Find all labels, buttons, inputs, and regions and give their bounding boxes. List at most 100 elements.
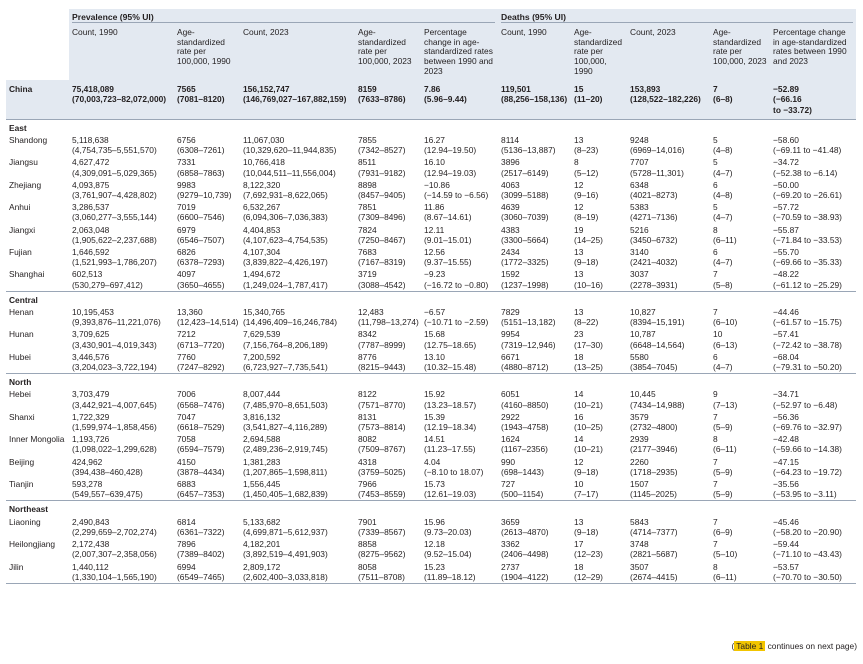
cell-value: 5 (713, 202, 718, 213)
cell-interval: (3878–4434) (177, 466, 225, 477)
region-row: Northeast (6, 500, 857, 516)
table-cell: 8776 (8215–9443) (355, 351, 421, 374)
cell-interval: (−10.71 to −2.59) (424, 317, 489, 328)
cell-interval: (6858–7863) (177, 167, 225, 178)
table-cell: 7851 (7309–8496) (355, 201, 421, 223)
continuation-note: (Table 1 continues on next page) (731, 641, 857, 651)
cell-value: 7 (713, 539, 718, 550)
cell-interval: (−61.57 to −15.75) (773, 317, 842, 328)
cell-value: 13 (574, 134, 584, 145)
cell-interval: (9–18) (574, 526, 599, 537)
cell-interval: (6361–7322) (177, 526, 225, 537)
table-cell: 4383 (3300–5664) (498, 224, 571, 246)
cell-value: 2260 (630, 456, 649, 467)
cell-interval: (8394–15,191) (630, 317, 685, 328)
table-cell: 8058 (7511–8708) (355, 560, 421, 584)
table-cell: 18 (12–29) (571, 560, 628, 584)
table-cell: 4,107,304 (3,839,822–4,426,197) (240, 246, 355, 268)
cell-interval: (7309–8496) (358, 212, 406, 223)
table-cell: 12 (9–18) (571, 456, 627, 478)
cell-value: 6 (713, 179, 718, 190)
table-row-china: China 75,418,089 (70,003,723–82,072,000) 75… (6, 80, 857, 120)
cell-interval: (4–7) (713, 362, 733, 373)
table-cell: 13 (8–22) (571, 306, 627, 328)
column-header: Age-standardized rate per 100,000, 2023 (355, 26, 421, 81)
cell-value: 9248 (630, 134, 649, 145)
cell-value: 2,063,048 (72, 224, 110, 235)
table-cell: 4,182,201 (3,892,519–4,491,903) (240, 538, 355, 560)
row-label: Hubei (9, 351, 31, 362)
table-cell: 4,404,853 (4,107,623–4,754,535) (240, 224, 355, 246)
cell-interval: (1,330,104–1,565,190) (72, 571, 157, 582)
table-cell: 5 (4–7) (710, 156, 770, 178)
cell-interval: (7081–8120) (177, 94, 225, 105)
cell-interval: (6618–7529) (177, 422, 225, 433)
cell-value: 8058 (358, 561, 377, 572)
table-cell: 12.11 (9.01–15.01) (421, 224, 498, 246)
cell-value: −44.46 (773, 307, 799, 318)
cell-interval: (−59.66 to −14.38) (773, 444, 842, 455)
row-label: Fujian (9, 247, 32, 258)
cell-value: −55.87 (773, 224, 799, 235)
table-cell: 7,629,539 (7,156,764–8,206,189) (240, 328, 355, 350)
table-cell: 16 (10–25) (571, 411, 627, 433)
cell-interval: (4271–7136) (630, 212, 678, 223)
cell-interval: (2674–4415) (630, 571, 678, 582)
cell-value: 7 (713, 269, 718, 280)
cell-value: 7 (713, 84, 718, 95)
table-cell: 156,152,747 (146,769,027–167,882,159) (240, 80, 355, 120)
table-cell: −34.72 (−52.38 to −6.14) (770, 156, 856, 178)
cell-interval: (6,094,306–7,036,383) (243, 212, 328, 223)
row-label: Beijing (9, 456, 35, 467)
table-cell: 6 (4–7) (710, 246, 770, 268)
cell-value: 1,494,672 (243, 269, 281, 280)
cell-value: 10,787 (630, 329, 656, 340)
cell-interval: (4–7) (713, 167, 733, 178)
cell-interval: (6969–14,016) (630, 145, 685, 156)
cell-interval: (8275–9562) (358, 549, 406, 560)
cell-interval: (2,489,236–2,919,745) (243, 444, 328, 455)
cell-value: 7212 (177, 329, 196, 340)
table-cell: 15.73 (12.61–19.03) (421, 478, 498, 501)
cell-value: 1,722,329 (72, 411, 110, 422)
table-cell: 8122 (7571–8770) (355, 388, 421, 410)
cell-interval: (8215–9443) (358, 362, 406, 373)
cell-interval: (−79.31 to −50.20) (773, 362, 842, 373)
cell-interval: (8–23) (574, 145, 599, 156)
table-cell: 3140 (2421–4032) (627, 246, 710, 268)
cell-value: 3,703,479 (72, 389, 110, 400)
deaths-group-header: Deaths (95% UI) (498, 9, 857, 27)
cell-interval: (146,769,027–167,882,159) (243, 94, 347, 105)
cell-interval: (3,839,822–4,426,197) (243, 257, 328, 268)
cell-value: 9983 (177, 179, 196, 190)
cell-interval: (−69.76 to −32.97) (773, 422, 842, 433)
cell-value: 5843 (630, 516, 649, 527)
table-cell: 9983 (9279–10,739) (174, 179, 240, 201)
table-cell: −48.22 (−61.12 to −25.29) (770, 268, 856, 291)
table-cell: 7 (6–9) (710, 516, 770, 538)
cell-value: 14 (574, 389, 584, 400)
cell-value: 15.73 (424, 479, 445, 490)
cell-value: 13 (574, 247, 584, 258)
column-header: Age-standardized rate per 100,000, 2023 (710, 26, 771, 81)
table-cell: 7565 (7081–8120) (174, 80, 240, 120)
table-row: Heilongjiang 2,172,438 (2,007,307–2,358,05… (6, 538, 856, 560)
cell-interval: (12.19–18.34) (424, 422, 477, 433)
table-cell: −68.04 (−79.31 to −50.20) (770, 351, 856, 374)
row-label: Jiangsu (9, 157, 38, 168)
region-row: North (6, 373, 857, 389)
cell-interval: (394,438–460,428) (72, 466, 143, 477)
cell-interval: (−70.59 to −38.93) (773, 212, 842, 223)
table-cell: 6051 (4160–8850) (498, 388, 571, 410)
row-label: Zhejiang (9, 179, 42, 190)
cell-value: 12.56 (424, 247, 445, 258)
row-label: Jilin (6, 560, 69, 584)
cell-interval: (3450–6732) (630, 234, 678, 245)
table-cell: −34.71 (−52.97 to −6.48) (770, 388, 856, 410)
cell-value: 11.86 (424, 202, 445, 213)
cell-value: 10,827 (630, 307, 656, 318)
cell-interval: (2732–4800) (630, 422, 678, 433)
cell-interval: (1167–2356) (501, 444, 548, 455)
cell-value: 7565 (177, 84, 196, 95)
